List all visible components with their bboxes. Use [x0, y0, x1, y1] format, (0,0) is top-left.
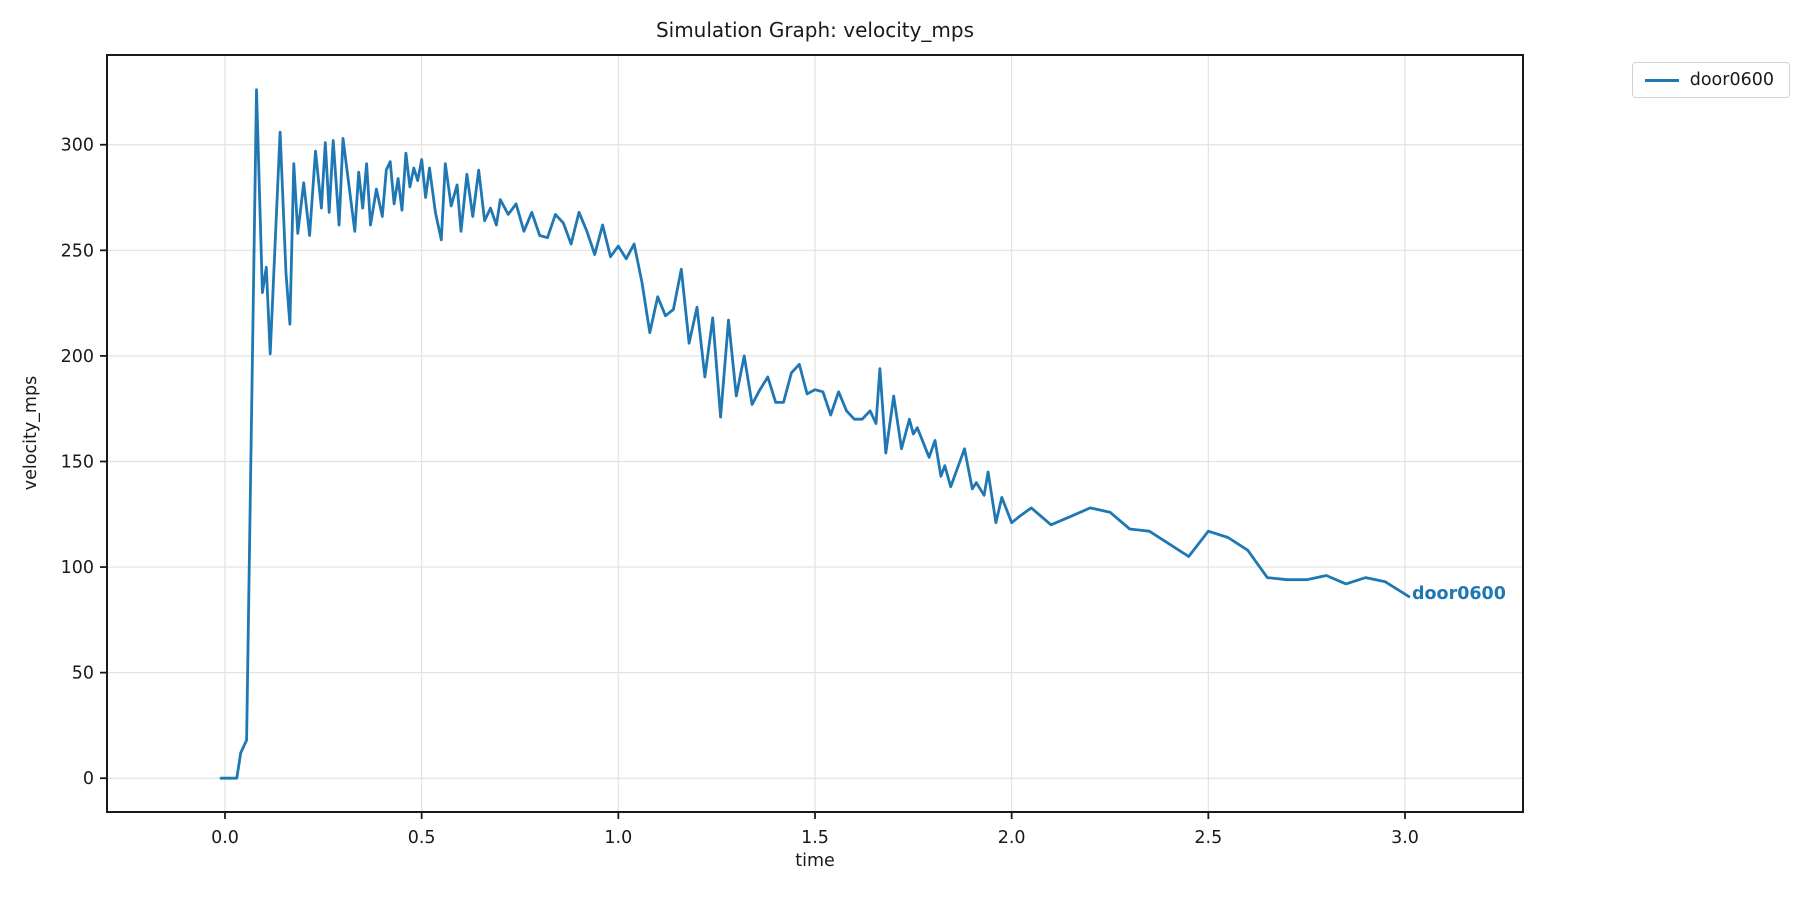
y-tick-label: 250	[61, 241, 94, 261]
y-tick-label: 50	[72, 664, 94, 684]
chart-title: Simulation Graph: velocity_mps	[655, 18, 975, 42]
x-tick-label: 3.0	[1391, 828, 1419, 848]
legend: door0600	[1631, 62, 1790, 98]
y-tick-label: 100	[61, 558, 94, 578]
y-axis-label: velocity_mps	[21, 375, 41, 491]
series-line-door0600	[219, 88, 1411, 780]
y-tick-label: 150	[61, 452, 94, 472]
x-tick-label: 0.0	[211, 828, 239, 848]
x-tick-label: 2.0	[998, 828, 1026, 848]
series-end-label: door0600	[1412, 584, 1506, 604]
x-tick-label: 1.0	[604, 828, 632, 848]
x-axis-label: time	[795, 851, 835, 871]
x-tick-label: 1.5	[801, 828, 829, 848]
y-tick-label: 0	[83, 769, 94, 789]
y-tick-label: 300	[61, 136, 94, 156]
legend-line-swatch	[1644, 78, 1679, 82]
y-tick-label: 200	[61, 347, 94, 367]
legend-series-label: door0600	[1689, 70, 1774, 90]
x-tick-label: 2.5	[1194, 828, 1222, 848]
plot-spines	[106, 54, 1524, 813]
x-tick-label: 0.5	[408, 828, 436, 848]
